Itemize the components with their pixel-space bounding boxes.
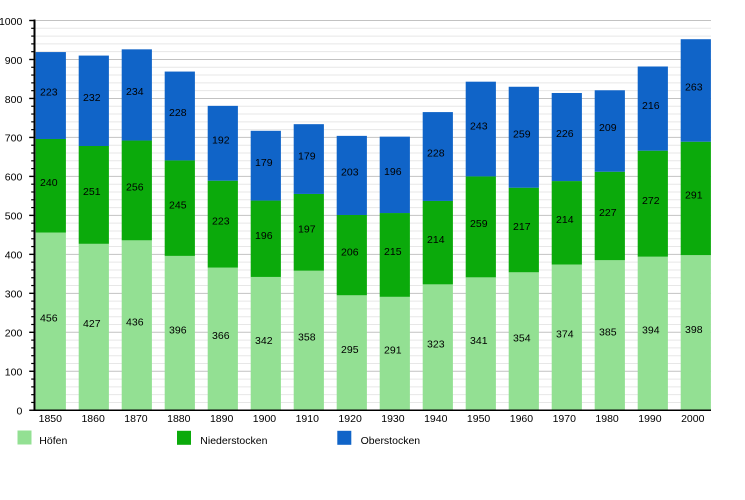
svg-text:251: 251	[83, 186, 101, 198]
svg-text:394: 394	[642, 325, 660, 337]
svg-text:500: 500	[5, 211, 23, 223]
svg-text:223: 223	[40, 87, 58, 99]
svg-text:1860: 1860	[81, 413, 105, 425]
svg-text:214: 214	[427, 234, 445, 246]
svg-text:209: 209	[599, 122, 617, 134]
svg-text:1880: 1880	[167, 413, 191, 425]
svg-text:179: 179	[298, 150, 316, 162]
svg-text:179: 179	[255, 157, 273, 169]
svg-text:217: 217	[513, 221, 531, 233]
svg-text:200: 200	[5, 328, 23, 340]
svg-text:291: 291	[685, 190, 703, 202]
svg-text:234: 234	[126, 86, 144, 98]
svg-text:216: 216	[642, 100, 660, 112]
svg-text:Oberstocken: Oberstocken	[361, 435, 421, 447]
svg-text:1910: 1910	[296, 413, 320, 425]
svg-text:1920: 1920	[338, 413, 362, 425]
svg-text:196: 196	[255, 230, 273, 242]
svg-text:385: 385	[599, 326, 617, 338]
svg-text:1900: 1900	[253, 413, 277, 425]
svg-text:295: 295	[341, 344, 359, 356]
svg-text:341: 341	[470, 335, 488, 347]
svg-text:245: 245	[169, 199, 187, 211]
svg-text:900: 900	[5, 55, 23, 67]
svg-text:427: 427	[83, 318, 101, 330]
svg-text:Niederstocken: Niederstocken	[200, 435, 267, 447]
svg-text:1960: 1960	[510, 413, 534, 425]
svg-text:358: 358	[298, 332, 316, 344]
svg-text:259: 259	[513, 128, 531, 140]
svg-text:436: 436	[126, 316, 144, 328]
svg-text:1950: 1950	[467, 413, 491, 425]
svg-text:800: 800	[5, 94, 23, 106]
svg-text:400: 400	[5, 250, 23, 262]
svg-text:1940: 1940	[424, 413, 448, 425]
svg-text:192: 192	[212, 134, 230, 146]
svg-text:323: 323	[427, 339, 445, 351]
svg-text:1980: 1980	[595, 413, 619, 425]
svg-text:100: 100	[5, 367, 23, 379]
svg-text:2000: 2000	[681, 413, 705, 425]
svg-text:1000: 1000	[0, 16, 22, 28]
svg-text:1850: 1850	[39, 413, 63, 425]
svg-text:0: 0	[16, 406, 22, 418]
svg-text:272: 272	[642, 195, 660, 207]
svg-text:1990: 1990	[638, 413, 662, 425]
svg-text:206: 206	[341, 246, 359, 258]
svg-text:227: 227	[599, 207, 617, 219]
svg-text:203: 203	[341, 167, 359, 179]
svg-text:263: 263	[685, 82, 703, 94]
svg-text:342: 342	[255, 335, 273, 347]
svg-text:366: 366	[212, 330, 230, 342]
svg-text:456: 456	[40, 313, 58, 325]
svg-text:228: 228	[427, 148, 445, 160]
svg-text:215: 215	[384, 246, 402, 258]
svg-text:228: 228	[169, 107, 187, 119]
svg-text:197: 197	[298, 224, 316, 236]
svg-text:223: 223	[212, 215, 230, 227]
svg-text:600: 600	[5, 172, 23, 184]
svg-text:259: 259	[470, 218, 488, 230]
svg-text:354: 354	[513, 332, 531, 344]
svg-text:700: 700	[5, 133, 23, 145]
svg-text:398: 398	[685, 324, 703, 336]
svg-text:1870: 1870	[124, 413, 148, 425]
svg-text:196: 196	[384, 166, 402, 178]
svg-text:1930: 1930	[381, 413, 405, 425]
svg-text:240: 240	[40, 177, 58, 189]
svg-text:232: 232	[83, 92, 101, 104]
svg-text:226: 226	[556, 128, 574, 140]
svg-text:396: 396	[169, 324, 187, 336]
svg-text:374: 374	[556, 329, 574, 341]
svg-text:214: 214	[556, 214, 574, 226]
svg-text:300: 300	[5, 289, 23, 301]
svg-text:1970: 1970	[553, 413, 577, 425]
svg-text:Höfen: Höfen	[39, 435, 67, 447]
svg-text:1890: 1890	[210, 413, 234, 425]
svg-text:243: 243	[470, 120, 488, 132]
svg-text:291: 291	[384, 345, 402, 357]
svg-text:256: 256	[126, 182, 144, 194]
